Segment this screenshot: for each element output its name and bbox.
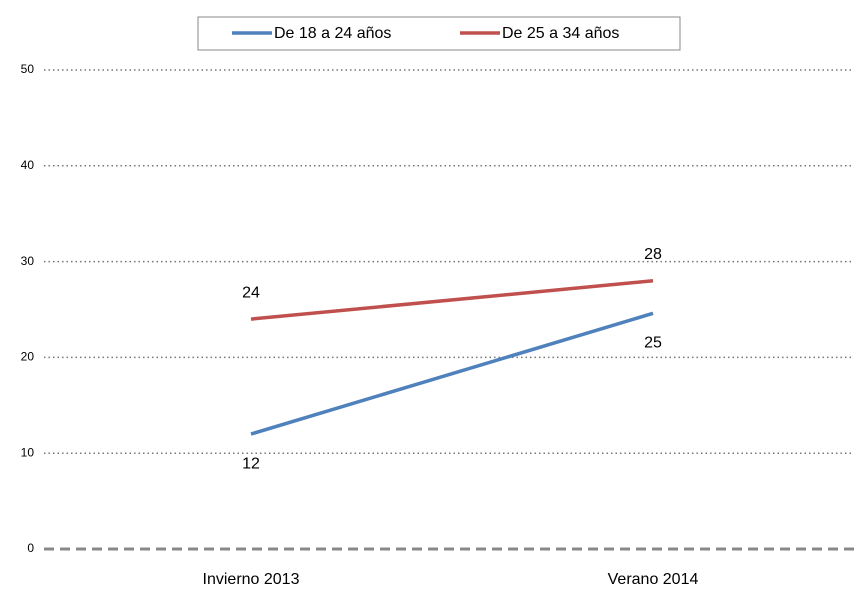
y-tick-label: 40 xyxy=(21,158,35,172)
series-line xyxy=(250,311,654,436)
x-tick-label: Invierno 2013 xyxy=(203,571,300,588)
data-label: 25 xyxy=(644,335,662,352)
x-tick-label: Verano 2014 xyxy=(608,571,699,588)
y-tick-label: 0 xyxy=(27,541,34,555)
y-tick-label: 50 xyxy=(21,62,35,76)
legend-label: De 25 a 34 años xyxy=(502,25,619,42)
legend-box xyxy=(197,16,681,51)
data-label: 24 xyxy=(242,284,260,301)
series-line xyxy=(250,279,654,321)
data-label: 28 xyxy=(644,246,662,263)
y-tick-label: 20 xyxy=(21,350,35,364)
y-tick-label: 30 xyxy=(21,254,35,268)
data-label: 12 xyxy=(242,455,260,472)
legend-label: De 18 a 24 años xyxy=(274,25,391,42)
y-tick-label: 10 xyxy=(21,445,35,459)
